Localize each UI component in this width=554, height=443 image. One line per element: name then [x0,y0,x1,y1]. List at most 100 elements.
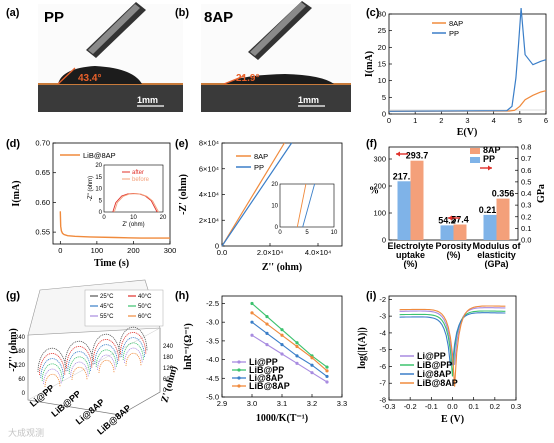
panel-b-angle: 21.9° [236,73,259,84]
panel-c-legend-label: PP [449,29,459,38]
panel-i-xtick-label: 0.1 [468,402,478,411]
panel-d-xlabel: Time (s) [94,258,129,269]
panel-g-arc [118,326,148,352]
panel-d-frame [52,142,171,245]
panel-e-inset-xtick: 0 [278,230,282,236]
panel-b-label: (b) [175,7,189,19]
panel-h-ytick-label: -2.5 [206,299,219,308]
panel-g-arc [43,368,62,385]
panel-h-fit-Li@PP [251,334,328,383]
panel-f-chart: 0 100 200 300 0.0 0.1 0.2 0.3 0.4 0.5 0.6 0.7 0.8 217… [369,143,547,270]
panel-g-legend-label: 50°C [138,304,152,310]
panel-g-arc [120,332,147,355]
panel-c-xtick-label: 6 [544,116,548,125]
panel-h-legend-label: Li@8AP [249,373,283,383]
panel-f-category-label: uptake [396,250,425,260]
panel-e-inset-ytick: 10 [271,204,278,210]
panel-c-series-PP [388,7,547,112]
panel-g-ytick: 0 [22,391,26,397]
panel-d-inset-ylabel: -Z'' (ohm) [88,176,94,201]
panel-f-arrowhead [396,151,400,157]
panel-h-ytick-label: -5.0 [206,393,219,402]
panel-e-inset-series-8AP [296,183,307,228]
panel-e-legend-label: 8AP [254,152,268,161]
panel-g-ztick: 0 [163,388,167,394]
panel-h-point-Li@PP [265,343,269,347]
panel-d-xtick-label: 300 [164,246,177,255]
panel-i-ytick-label: -7 [379,379,386,388]
panel-h-point-LiB@8AP [280,333,284,337]
panel-f-data-label: 293.7 [406,151,429,161]
panel-f-ylabel: % [369,186,379,197]
panel-i-xtick-label: 0.3 [511,402,521,411]
panel-e-ylabel: -Z' (ohm) [178,174,189,215]
panel-h-legend-marker [237,368,241,372]
panel-g-ylabel: -Z'' (ohm) [8,328,19,372]
panel-a-droplet [58,66,142,84]
panel-g-arc [44,373,61,388]
panel-f-ytick-label: 0.1 [521,224,531,233]
panel-h-point-Li@8AP [265,331,269,336]
panel-d-inset-ytick: 5 [99,198,103,204]
panel-g-ztick: 60 [163,377,170,383]
panel-f-data-label: 0.216 [479,205,502,215]
panel-e-ytick-label: 4×10⁴ [199,190,219,199]
panel-c-ytick-label: 25 [378,26,386,35]
panel-h-xtick-label: 3.2 [307,399,317,408]
panel-c-xtick-label: 2 [439,116,443,125]
panel-g-arc [95,349,117,368]
panel-h-point-LiB@8AP [325,369,329,373]
panel-f-data-label: 217.5 [393,171,416,181]
panel-g-arc [121,337,145,358]
panel-g-arc [70,361,89,378]
panel-h-legend-marker [237,376,241,380]
panel-f-bar-PP [397,181,411,240]
panel-c-series-8AP [388,90,547,112]
panel-h-legend-label: LiB@PP [249,365,284,375]
panel-d-inset-xlabel: Z' (ohm) [122,222,144,228]
panel-b-droplet [224,74,334,84]
panel-d-ytick-label: 0.65 [35,168,50,177]
panel-f-category-label: Porosity [435,241,471,251]
panel-g-grid [27,327,161,401]
panel-f-ytick-label: 200 [373,182,386,191]
panel-c-label: (c) [366,7,380,19]
panel-h-point-LiB@PP [325,365,329,369]
panel-g-arc [125,352,142,367]
panel-a: (a) PP 43.4° 1mm [6,2,183,112]
panel-f-ytick-label: 0.8 [521,143,531,152]
panel-d-ytick-label: 0.55 [35,228,50,237]
panel-g-arc [93,339,120,362]
panel-e-inset-frame [279,183,335,228]
panel-h-ytick-label: -3.0 [206,318,219,327]
panel-e-xlabel: Z'' (ohm) [262,262,302,273]
panel-h-ylabel: lnR⁻¹(Ω⁻¹) [183,323,194,370]
panel-a-title: PP [44,9,64,26]
panel-c-ytick-label: 5 [382,93,386,102]
panel-f-data-label: 57.4 [451,215,469,225]
panel-h-point-Li@8AP [250,320,254,324]
panel-f-category-label: Electrolyte [387,241,433,251]
panel-f-arrowhead [448,215,452,221]
panel-c-ytick-label: 15 [378,60,386,69]
panel-i-label: (i) [366,290,377,302]
panel-e-xtick-label: 0.0 [217,248,227,257]
panel-h-point-LiB@8AP [295,344,299,349]
panel-h-legend-marker [237,360,241,364]
panel-i-legend-label: LiB@PP [417,360,452,370]
panel-h-point-LiB@PP [295,341,299,345]
panel-h-point-Li@PP [280,352,284,356]
panel-e-ytick-label: 6×10⁴ [199,164,219,173]
panel-d-inset-ytick: 0 [99,210,103,216]
panel-c-xlabel: E(V) [457,127,478,138]
panel-e-inset-ytick: 0 [275,225,279,231]
panel-d-xtick-label: 200 [127,246,140,255]
panel-f-category-label: Modulus of [473,241,522,251]
panel-c-ytick-label: 30 [378,10,386,19]
panel-d-inset-ytick: 20 [95,163,102,169]
panel-b-substrate [201,84,351,112]
